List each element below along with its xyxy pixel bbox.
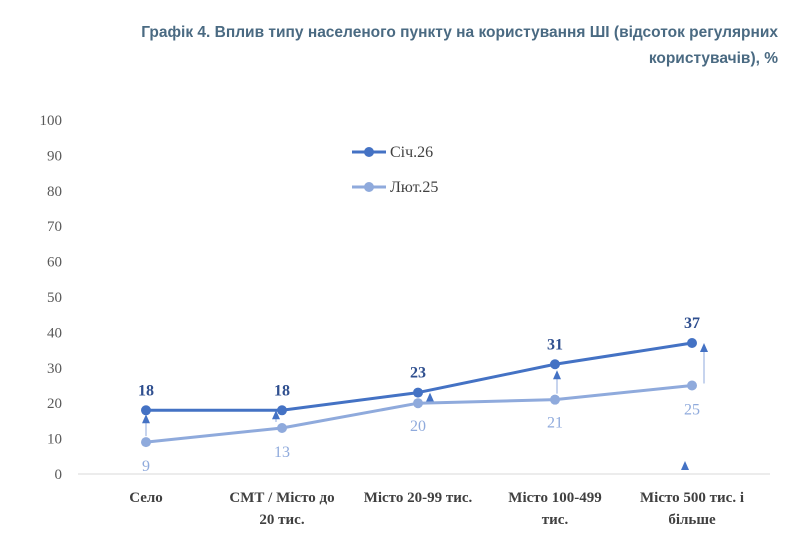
y-tick-label: 70 (47, 219, 62, 235)
y-tick-label: 0 (55, 467, 63, 483)
data-point (687, 338, 697, 349)
y-tick-label: 60 (47, 255, 62, 271)
legend-swatch-marker (364, 147, 374, 157)
y-tick-label: 80 (47, 184, 62, 200)
data-label-liut25: 9 (142, 458, 150, 475)
series-group (141, 338, 697, 448)
data-label-sich26: 31 (547, 336, 563, 353)
legend-label: Лют.25 (390, 179, 438, 196)
data-label-sich26: 37 (684, 315, 700, 332)
legend-swatch-marker (364, 182, 374, 192)
y-tick-label: 100 (40, 113, 63, 129)
data-point (141, 437, 151, 448)
data-point (687, 380, 697, 391)
legend: Січ.26 Лют.25 (352, 144, 438, 196)
data-point (550, 394, 560, 405)
data-label-liut25: 25 (684, 402, 700, 419)
data-point (550, 359, 560, 370)
change-arrows (142, 343, 708, 470)
chart-title-line-2: користувачів), % (648, 50, 778, 67)
data-point (141, 405, 151, 416)
x-category-label: більше (668, 512, 716, 528)
change-arrow-head (272, 410, 280, 420)
x-category-label: Місто 100-499 (508, 490, 601, 506)
data-point (413, 398, 423, 409)
data-label-sich26: 18 (274, 382, 290, 399)
chart-title: Графік 4. Вплив типу населеного пункту н… (20, 20, 778, 72)
x-category-label: СМТ / Місто до (229, 490, 334, 506)
x-category-label: 20 тис. (259, 512, 304, 528)
y-tick-label: 30 (47, 361, 62, 377)
y-tick-label: 50 (47, 290, 62, 306)
data-label-liut25: 13 (274, 444, 290, 461)
x-category-label: тис. (542, 512, 569, 528)
x-category-label: Місто 500 тис. і (640, 490, 744, 506)
x-axis: Село СМТ / Місто до 20 тис. Місто 20-99 тис… (129, 490, 744, 528)
y-tick-label: 20 (47, 396, 62, 412)
y-tick-label: 90 (47, 148, 62, 164)
legend-label: Січ.26 (390, 144, 433, 161)
y-tick-label: 40 (47, 325, 62, 341)
data-point (413, 387, 423, 398)
data-labels: 18 18 23 31 37 9 13 20 21 25 (138, 315, 700, 475)
data-label-liut25: 20 (410, 418, 426, 435)
change-arrow-head (426, 392, 434, 402)
data-point (277, 405, 287, 416)
chart-title-line-1: Графік 4. Вплив типу населеного пункту н… (141, 24, 778, 41)
change-arrow-head (700, 343, 708, 353)
data-label-sich26: 18 (138, 382, 154, 399)
data-label-liut25: 21 (547, 415, 563, 432)
change-arrow-head (681, 461, 689, 470)
change-arrow-head (142, 414, 150, 424)
x-category-label: Село (129, 490, 163, 506)
data-point (277, 422, 287, 433)
data-label-sich26: 23 (410, 365, 426, 382)
x-category-label: Місто 20-99 тис. (364, 490, 473, 506)
y-axis: 0 10 20 30 40 50 60 70 80 90 100 (40, 113, 63, 483)
y-tick-label: 10 (47, 432, 62, 448)
change-arrow-head (553, 370, 561, 380)
